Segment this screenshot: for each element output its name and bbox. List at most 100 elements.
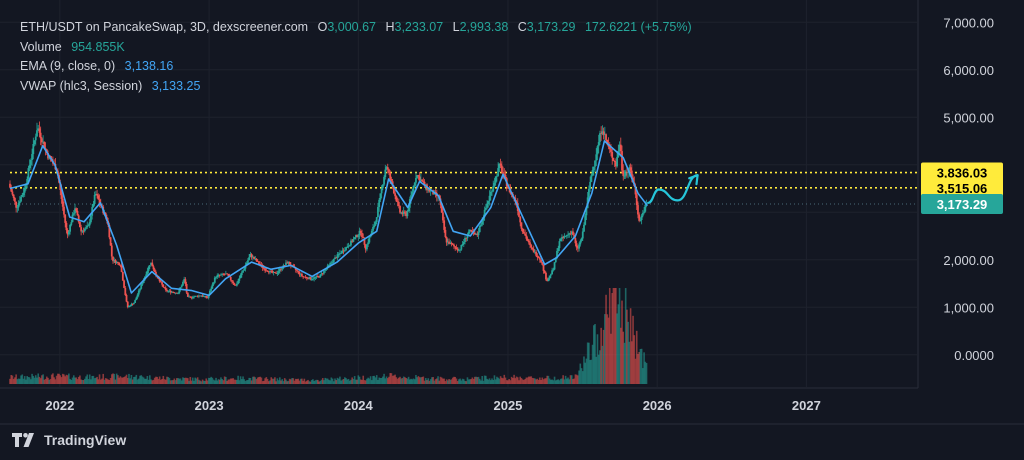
candle-body — [177, 293, 179, 295]
volume-bar — [155, 376, 157, 384]
volume-bar — [600, 327, 602, 384]
candle-body — [549, 274, 552, 276]
volume-bar — [232, 378, 235, 384]
volume-bar — [460, 380, 463, 384]
volume-bar — [351, 377, 353, 384]
volume-bar — [594, 323, 596, 384]
volume-bar — [562, 375, 564, 384]
volume-bar — [509, 380, 512, 384]
candle-body — [520, 222, 523, 229]
volume-bar — [66, 375, 69, 384]
candle-body — [327, 264, 330, 266]
volume-bar — [420, 377, 422, 384]
candle-body — [401, 212, 404, 214]
candle-body — [531, 247, 534, 250]
candle-body — [541, 262, 544, 265]
candle-body — [65, 222, 68, 231]
candle-body — [307, 278, 309, 280]
candle-body — [132, 302, 135, 305]
candle-body — [614, 162, 617, 167]
candle-body — [36, 130, 38, 137]
indicator-volume[interactable]: Volume 954.855K — [20, 38, 692, 58]
volume-bar — [467, 379, 470, 384]
price-badges: 3,836.033,515.063,173.29 — [921, 162, 1003, 215]
volume-bar — [433, 380, 436, 384]
volume-bar — [418, 377, 421, 384]
change-value: 172.6221 (+5.75%) — [584, 20, 692, 34]
candle-body — [535, 251, 538, 256]
volume-bar — [382, 376, 384, 384]
volume-bar — [574, 374, 577, 384]
candle-body — [534, 251, 536, 253]
candle-body — [397, 202, 400, 206]
candle-body — [173, 292, 176, 294]
candle-body — [491, 191, 493, 193]
candle-body — [329, 263, 332, 265]
volume-bar — [438, 380, 441, 384]
volume-bar — [261, 381, 264, 384]
volume-bar — [431, 377, 433, 384]
volume-bar — [496, 376, 498, 384]
candle-body — [131, 304, 134, 305]
volume-bar — [61, 373, 64, 384]
candle-body — [200, 295, 203, 297]
candle-body — [334, 257, 336, 260]
volume-bar — [12, 378, 15, 384]
volume-bar — [312, 379, 314, 384]
candle-body — [456, 249, 459, 251]
candle-body — [222, 273, 225, 275]
volume-bar — [169, 380, 172, 384]
volume-bar — [488, 378, 491, 384]
tradingview-watermark[interactable]: TradingView — [12, 432, 126, 448]
volume-bar — [331, 378, 334, 384]
y-axis[interactable]: 0.0000 1,000.00 2,000.00 5,000.00 6,000.00 7,… — [943, 15, 994, 363]
candle-body — [618, 144, 621, 152]
candle-body — [587, 188, 590, 198]
volume-bar — [20, 375, 22, 384]
candle-body — [353, 237, 356, 240]
candle-body — [137, 290, 140, 295]
volume-bar — [293, 380, 296, 384]
volume-bar — [283, 378, 286, 384]
indicator-ema[interactable]: EMA (9, close, 0) 3,138.16 — [20, 57, 692, 77]
x-axis[interactable]: 2022 2023 2024 2025 2026 2027 — [45, 398, 820, 413]
indicator-vwap[interactable]: VWAP (hlc3, Session) 3,133.25 — [20, 77, 692, 97]
candle-body — [31, 154, 33, 161]
candle-body — [232, 281, 235, 284]
volume-bar — [225, 376, 227, 384]
projection-arrow[interactable] — [647, 174, 699, 204]
candle-body — [155, 271, 157, 276]
candle-body — [384, 169, 387, 177]
candle-body — [233, 283, 236, 285]
candle-body — [285, 262, 287, 266]
volume-bar — [220, 377, 222, 384]
volume-bar — [195, 378, 198, 384]
candle-body — [459, 249, 462, 251]
candle-body — [494, 176, 497, 183]
volume-bar — [367, 377, 369, 384]
candle-body — [303, 276, 306, 278]
volume-bar — [68, 373, 70, 384]
candle-body — [235, 283, 238, 286]
volume-bar — [595, 356, 598, 384]
candle-body — [43, 141, 46, 149]
volume-bar — [310, 380, 313, 384]
volume-bar — [575, 374, 578, 384]
candle-body — [469, 229, 471, 232]
candle-body — [74, 208, 76, 214]
volume-bar — [373, 375, 376, 384]
volume-bar — [86, 374, 89, 384]
volume-bar — [253, 376, 255, 384]
volume-bar — [183, 377, 185, 384]
candle-body — [354, 235, 357, 238]
volume-bar — [302, 380, 304, 384]
volume-bar — [508, 378, 510, 384]
candle-body — [466, 234, 469, 239]
volume-bar — [597, 354, 600, 384]
candle-body — [444, 229, 447, 238]
volume-bar — [531, 377, 534, 384]
candle-body — [174, 292, 177, 294]
candle-body — [139, 288, 141, 291]
volume-bar — [578, 370, 580, 384]
